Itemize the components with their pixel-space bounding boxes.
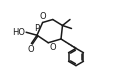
Text: P: P xyxy=(34,24,39,33)
Text: '': '' xyxy=(33,34,38,40)
Text: O: O xyxy=(49,44,56,52)
Text: O: O xyxy=(27,45,34,54)
Text: O: O xyxy=(39,12,46,21)
Text: HO: HO xyxy=(12,28,25,37)
